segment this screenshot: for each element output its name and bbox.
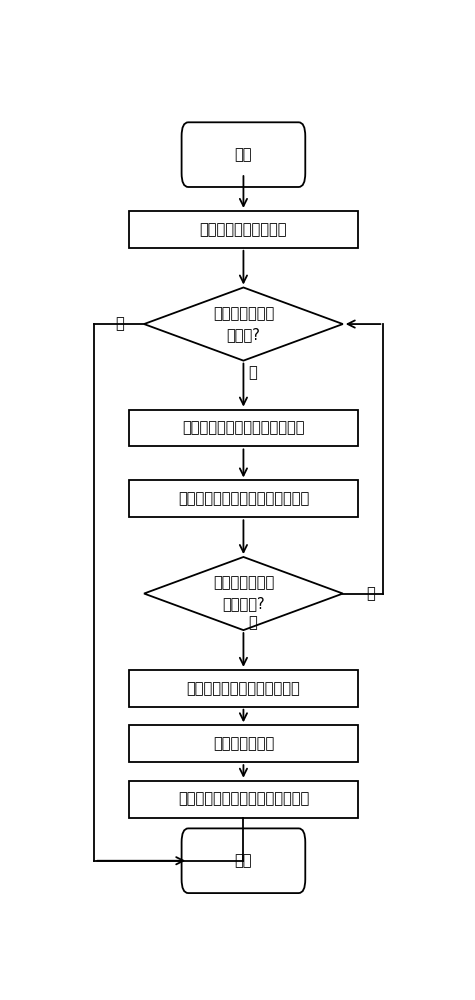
Bar xyxy=(129,670,358,707)
Text: 为多普勒滤波器设计多个中心频率: 为多普勒滤波器设计多个中心频率 xyxy=(178,491,309,506)
Polygon shape xyxy=(144,557,343,630)
Text: 所有频率通道均
处理完毕?: 所有频率通道均 处理完毕? xyxy=(213,576,274,612)
Text: 所有距离单元处
理完毕?: 所有距离单元处 理完毕? xyxy=(213,306,274,342)
Text: 是: 是 xyxy=(116,317,124,332)
Text: 否: 否 xyxy=(248,365,256,380)
Text: 利用参考距离单元进行杂波配准: 利用参考距离单元进行杂波配准 xyxy=(182,420,304,436)
Text: 开始: 开始 xyxy=(235,147,252,162)
FancyBboxPatch shape xyxy=(181,122,305,187)
Text: 否: 否 xyxy=(248,615,256,630)
Text: 选取中心频率进行多普勒滤波: 选取中心频率进行多普勒滤波 xyxy=(187,681,300,696)
Text: 初始化待检测距离单元: 初始化待检测距离单元 xyxy=(200,222,287,237)
Bar xyxy=(129,781,358,818)
Text: 结束: 结束 xyxy=(235,853,252,868)
Bar xyxy=(129,211,358,248)
Text: 运用频率质心法的到中心风速估计: 运用频率质心法的到中心风速估计 xyxy=(178,792,309,807)
Text: 空域自适应处理: 空域自适应处理 xyxy=(213,736,274,751)
Text: 是: 是 xyxy=(366,586,375,601)
Bar xyxy=(129,725,358,762)
Bar xyxy=(129,410,358,446)
Bar xyxy=(129,480,358,517)
FancyBboxPatch shape xyxy=(181,828,305,893)
Polygon shape xyxy=(144,287,343,361)
